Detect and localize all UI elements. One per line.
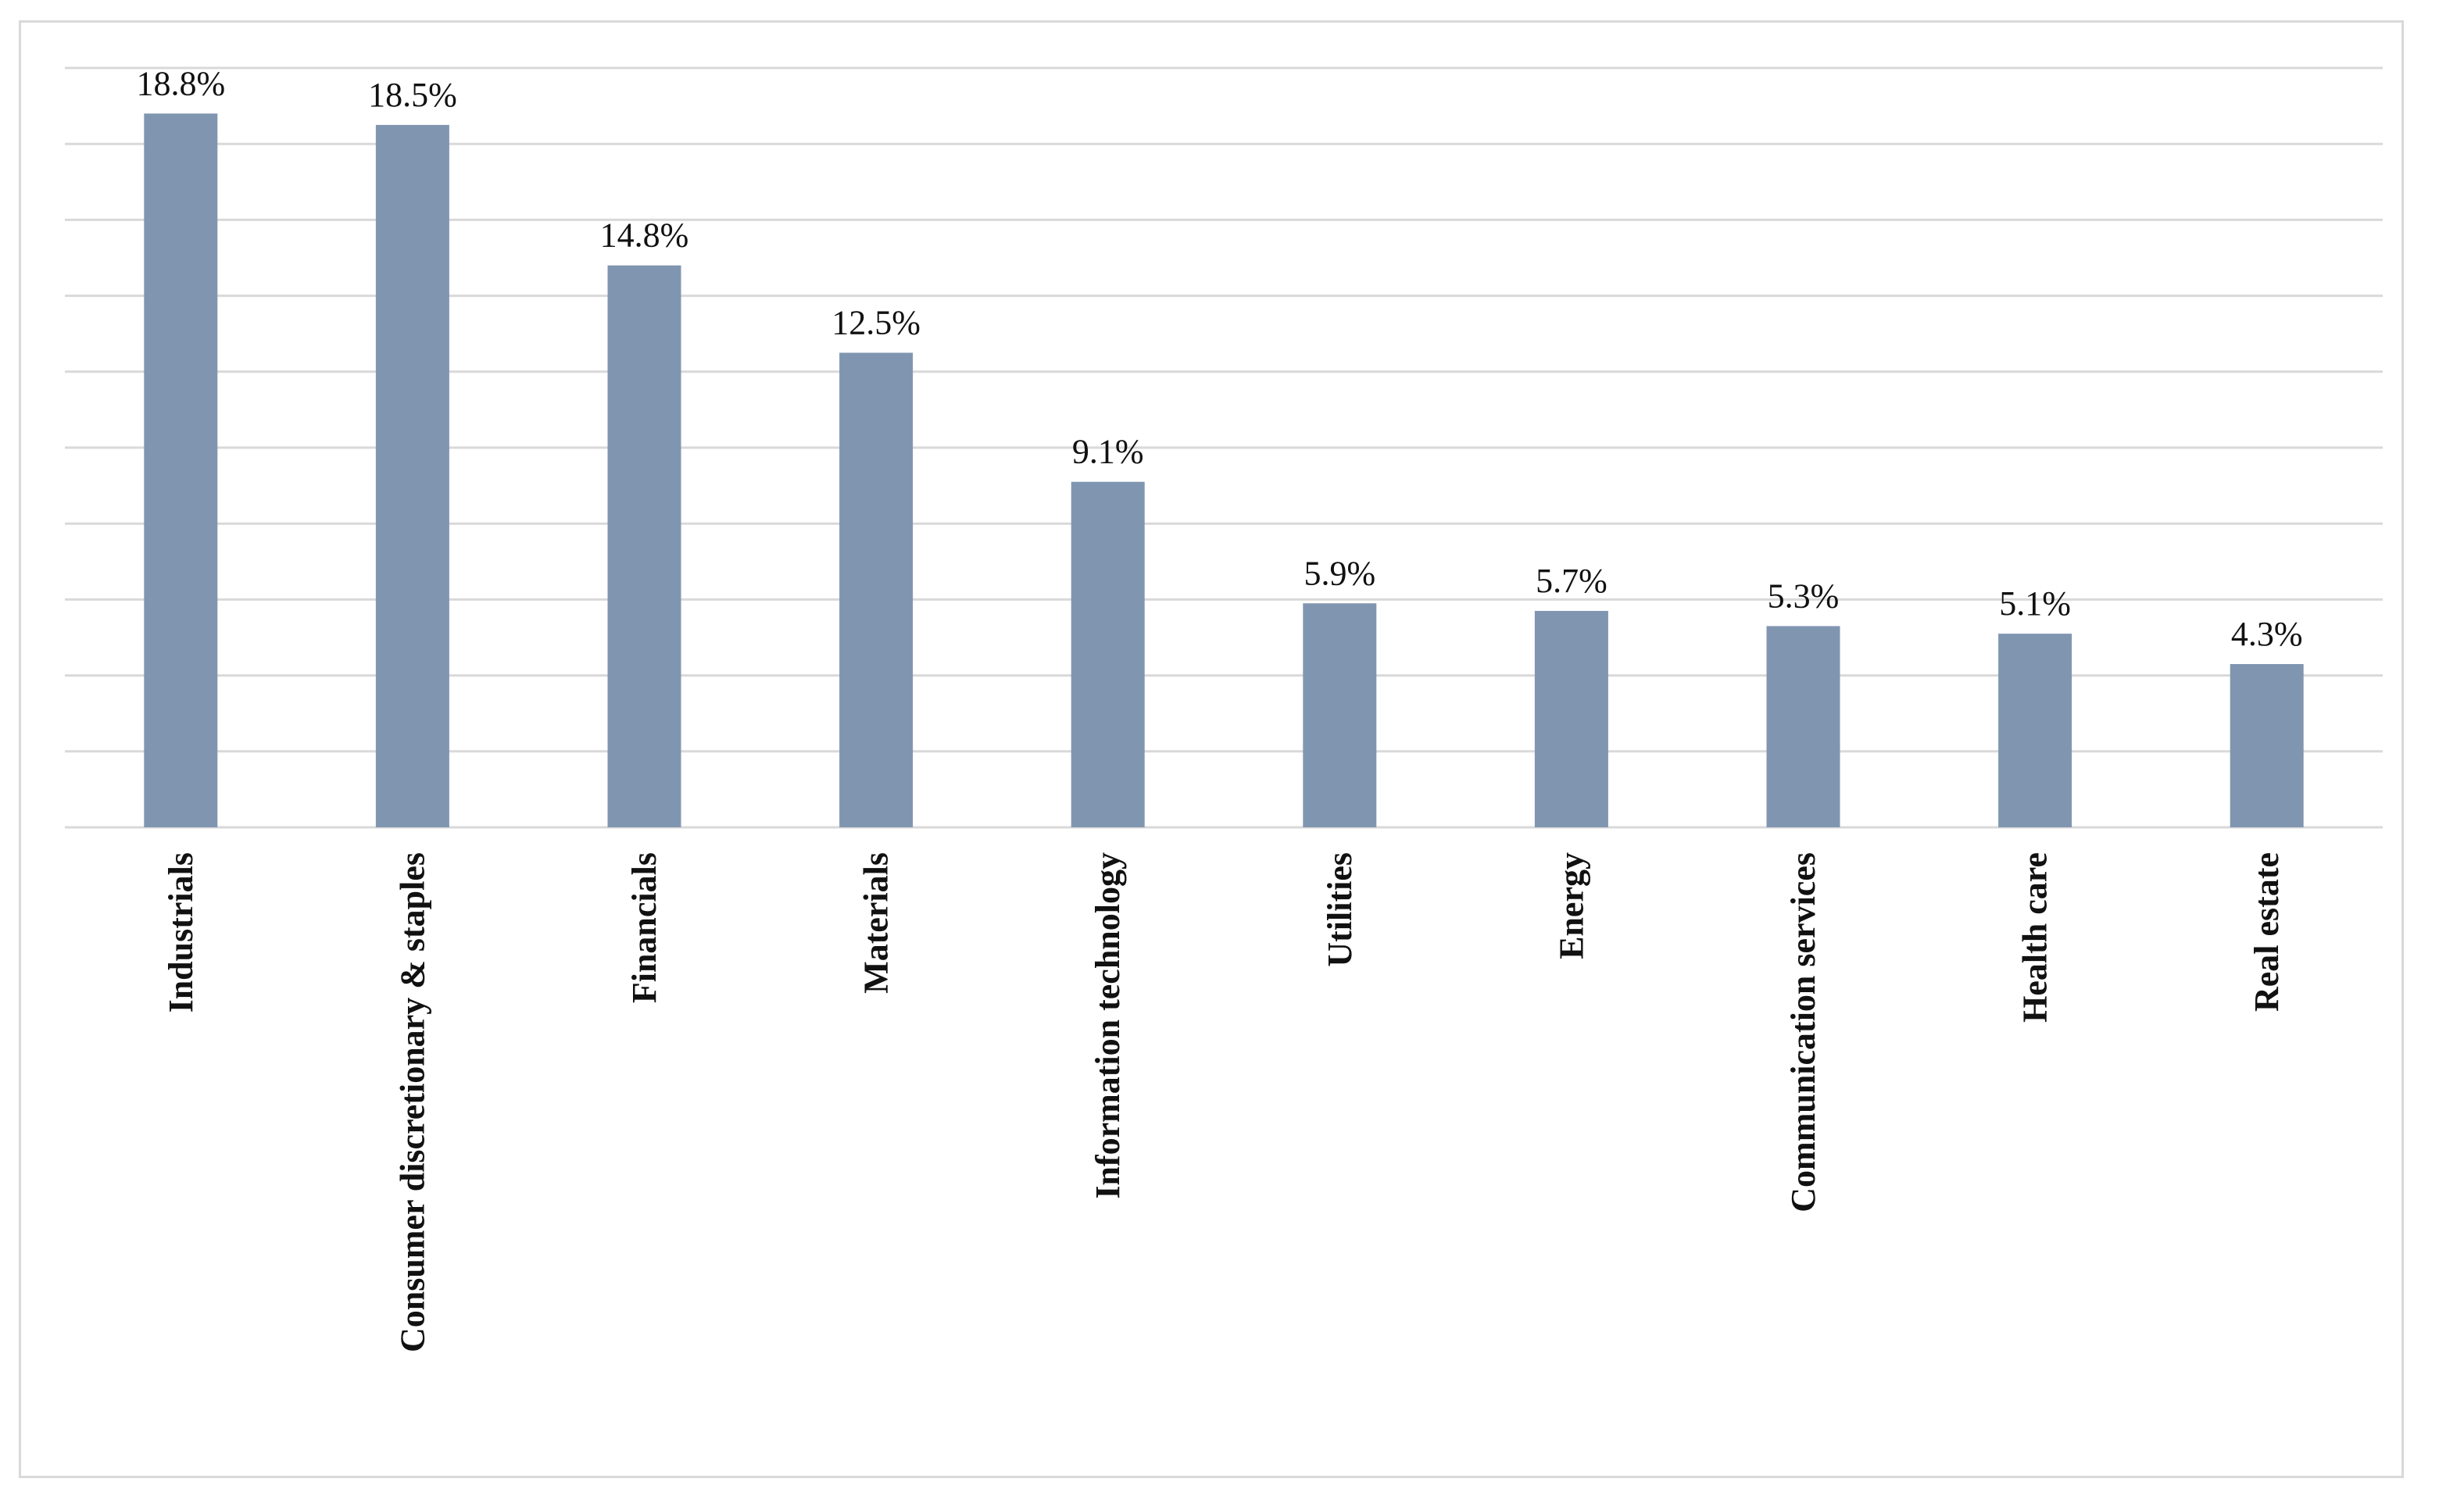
category-label: Communication services xyxy=(1784,852,1822,1212)
data-label: 18.8% xyxy=(136,64,225,102)
data-label: 14.8% xyxy=(600,216,689,255)
gridlines xyxy=(65,66,2383,829)
data-label: 5.3% xyxy=(1768,577,1840,615)
data-label: 18.5% xyxy=(368,76,457,114)
bar xyxy=(1534,610,1608,827)
category-label: Financials xyxy=(625,852,663,1003)
bars xyxy=(144,113,2304,828)
category-label: Energy xyxy=(1552,852,1590,959)
bar xyxy=(1766,626,1840,827)
bar xyxy=(1303,603,1377,827)
category-label: Materials xyxy=(857,852,896,994)
bar xyxy=(2230,664,2304,827)
data-label: 12.5% xyxy=(831,304,921,342)
category-label: Information technology xyxy=(1089,852,1127,1199)
bar xyxy=(1998,634,2072,827)
bar xyxy=(144,113,218,827)
bar xyxy=(1071,481,1145,827)
bar xyxy=(375,124,449,827)
data-label: 4.3% xyxy=(2231,615,2303,653)
bar xyxy=(839,352,914,827)
bar xyxy=(607,265,681,828)
data-labels: 18.8% 18.5% 14.8% 12.5% 9.1% 5.9% 5.7% 5.3% 5.1%… xyxy=(136,64,2302,653)
category-label: Real estate xyxy=(2248,852,2286,1012)
category-label: Utilities xyxy=(1321,852,1359,967)
chart-frame: 18.8% 18.5% 14.8% 12.5% 9.1% 5.9% 5.7% 5.3% 5.1%… xyxy=(19,20,2404,1478)
category-label: Health care xyxy=(2016,852,2055,1023)
category-label: Consumer discretionary & staples xyxy=(393,852,431,1352)
data-label: 9.1% xyxy=(1072,433,1144,471)
category-label: Industrials xyxy=(162,852,200,1012)
bar-chart: 18.8% 18.5% 14.8% 12.5% 9.1% 5.9% 5.7% 5.3% 5.1%… xyxy=(65,64,2383,1352)
data-label: 5.7% xyxy=(1536,562,1608,600)
data-label: 5.1% xyxy=(1999,584,2071,623)
data-label: 5.9% xyxy=(1304,554,1375,592)
category-labels: Industrials Consumer discretionary & stap… xyxy=(162,852,2286,1352)
